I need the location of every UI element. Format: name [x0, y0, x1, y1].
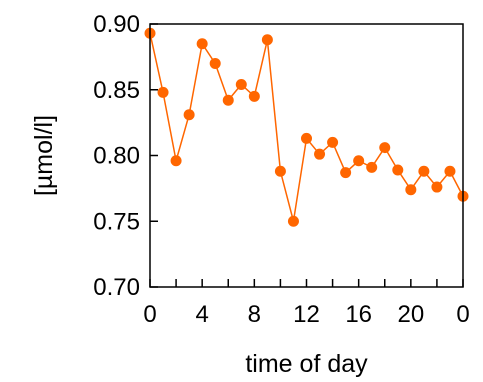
data-point — [366, 161, 378, 173]
x-tick-label: 20 — [397, 301, 424, 328]
plot-area — [144, 27, 469, 227]
data-point — [196, 38, 208, 50]
data-point — [209, 57, 221, 69]
data-point — [405, 184, 417, 196]
x-tick-label: 0 — [456, 301, 469, 328]
data-point — [183, 109, 195, 121]
x-axis-title: time of day — [245, 350, 368, 378]
data-point — [287, 215, 299, 227]
plot-frame — [149, 23, 464, 288]
data-point — [235, 78, 247, 90]
series-line — [149, 33, 464, 222]
y-tick-label: 0.80 — [93, 143, 140, 170]
data-point — [157, 86, 169, 98]
data-point — [340, 167, 352, 179]
x-tick-label: 16 — [345, 301, 372, 328]
data-point — [301, 132, 312, 144]
y-axis-title: [µmol/l] — [30, 115, 58, 196]
data-point — [327, 136, 339, 148]
data-point — [261, 34, 273, 46]
data-point — [392, 164, 404, 176]
y-tick-label: 0.70 — [93, 274, 140, 301]
x-tick-label: 8 — [248, 301, 261, 328]
x-tick-label: 12 — [293, 301, 320, 328]
data-point — [418, 165, 430, 177]
x-tick-label: 4 — [195, 301, 208, 328]
data-point — [314, 148, 326, 160]
data-point — [170, 155, 182, 167]
y-axis: 0.70 0.75 0.80 0.85 0.90 — [93, 11, 158, 301]
x-axis: 0 4 8 12 16 20 0 — [143, 279, 470, 328]
y-tick-label: 0.75 — [93, 208, 140, 235]
y-tick-label: 0.85 — [93, 77, 140, 104]
data-point — [274, 165, 286, 177]
data-point — [444, 165, 456, 177]
data-point — [379, 142, 391, 154]
y-tick-label: 0.90 — [93, 11, 140, 38]
x-tick-label: 0 — [143, 301, 156, 328]
data-point — [222, 94, 234, 106]
data-point — [353, 155, 365, 167]
data-point — [248, 90, 260, 102]
data-point — [431, 181, 443, 193]
